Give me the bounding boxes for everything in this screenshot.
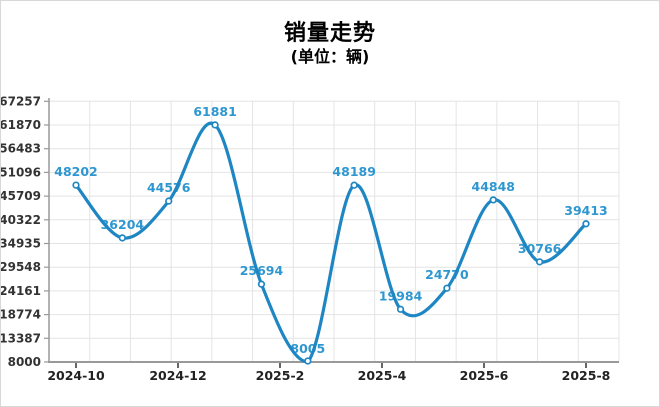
- x-axis-tick-label: 2024-12: [149, 368, 206, 383]
- y-axis-tick-label: 45709: [1, 189, 41, 203]
- x-axis-tick-label: 2025-6: [460, 368, 509, 383]
- y-axis-tick-label: 56483: [1, 142, 41, 156]
- y-axis-tick-label: 40322: [1, 213, 41, 227]
- x-axis-tick-label: 2025-8: [562, 368, 611, 383]
- y-axis-tick-label: 34935: [1, 237, 41, 251]
- chart-title: 销量走势: [283, 21, 376, 46]
- trend-line: [74, 121, 588, 364]
- data-point-marker[interactable]: [489, 196, 497, 204]
- x-axis-tick-label: 2024-10: [47, 368, 105, 383]
- y-axis-tick-label: 67257: [1, 94, 41, 108]
- data-point-marker[interactable]: [257, 280, 266, 288]
- data-point-label: 61881: [193, 104, 237, 119]
- data-point-marker[interactable]: [582, 220, 590, 228]
- y-axis-tick-label: 61870: [1, 118, 41, 132]
- data-point-marker[interactable]: [72, 181, 80, 189]
- data-point-label: 48202: [54, 164, 98, 179]
- y-axis-tick-label: 29548: [1, 260, 41, 274]
- data-point-marker[interactable]: [443, 284, 451, 292]
- data-point-label: 25694: [240, 263, 284, 278]
- y-axis-tick-label: 8000: [8, 355, 41, 369]
- data-point-label: 36204: [101, 217, 145, 232]
- data-point-marker[interactable]: [350, 181, 358, 189]
- x-axis-tick-label: 2025-4: [358, 368, 407, 383]
- data-point-label: 48189: [332, 164, 376, 179]
- data-point-label: 44576: [147, 180, 191, 195]
- data-point-marker[interactable]: [165, 197, 173, 205]
- data-point-marker[interactable]: [118, 234, 127, 242]
- data-point-marker[interactable]: [396, 305, 405, 313]
- y-axis-tick-label: 18774: [1, 308, 41, 322]
- data-point-label: 44848: [472, 179, 516, 194]
- data-point-marker[interactable]: [304, 357, 312, 365]
- data-point-label: 39413: [564, 203, 608, 218]
- y-axis-tick-label: 24161: [1, 284, 41, 298]
- y-axis-tick-label: 13387: [1, 331, 41, 345]
- x-axis-tick-label: 2025-2: [256, 368, 305, 383]
- chart-subtitle: (单位：辆): [290, 47, 370, 66]
- data-point-label: 19984: [379, 288, 423, 303]
- y-axis-tick-label: 51096: [1, 165, 41, 179]
- data-point-marker[interactable]: [211, 121, 219, 129]
- data-point-label: 24770: [425, 267, 469, 282]
- data-point-marker[interactable]: [535, 258, 544, 266]
